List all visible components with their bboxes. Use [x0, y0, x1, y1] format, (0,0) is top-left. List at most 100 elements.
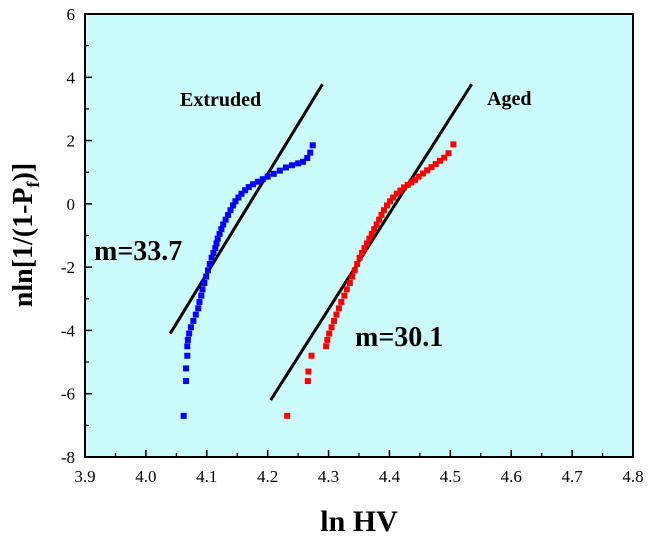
data-point-extruded — [187, 324, 194, 331]
x-tick-label: 4.8 — [622, 467, 643, 486]
data-point-extruded — [259, 176, 266, 183]
data-point-aged — [284, 412, 291, 419]
y-tick-label: -2 — [61, 258, 75, 277]
annotation-m-aged: m=30.1 — [355, 322, 443, 353]
y-tick-label: 4 — [67, 68, 76, 87]
data-point-aged — [368, 230, 375, 237]
data-point-extruded — [184, 343, 191, 350]
x-ticks: 3.9 4.0 4.1 4.2 4.3 4.4 4.5 4.6 4.7 4.8 — [74, 450, 644, 486]
data-point-extruded — [254, 178, 261, 185]
data-point-aged — [356, 254, 363, 261]
data-point-extruded — [309, 142, 316, 149]
data-point-extruded — [201, 279, 208, 286]
data-point-extruded — [203, 273, 210, 280]
x-tick-label: 4.5 — [440, 467, 461, 486]
data-point-aged — [351, 267, 358, 274]
y-tick-label: -8 — [61, 448, 75, 467]
data-point-aged — [335, 305, 342, 312]
data-point-extruded — [238, 190, 245, 197]
data-point-extruded — [180, 412, 187, 419]
x-tick-label: 4.2 — [257, 467, 278, 486]
data-point-aged — [305, 368, 312, 375]
data-point-extruded — [216, 230, 223, 237]
data-point-aged — [424, 167, 431, 174]
data-point-extruded — [299, 158, 306, 165]
annotation-m-extruded: m=33.7 — [94, 236, 182, 267]
data-point-extruded — [232, 198, 239, 205]
data-point-extruded — [218, 226, 225, 233]
x-tick-label: 3.9 — [74, 467, 95, 486]
data-point-aged — [343, 286, 350, 293]
data-point-aged — [401, 184, 408, 191]
data-point-aged — [428, 164, 435, 171]
annotation-aged: Aged — [487, 88, 531, 110]
data-point-aged — [441, 154, 448, 161]
data-point-extruded — [220, 221, 227, 228]
data-point-aged — [387, 198, 394, 205]
x-tick-label: 4.3 — [318, 467, 339, 486]
data-point-extruded — [212, 245, 219, 252]
data-point-extruded — [210, 249, 217, 256]
data-point-extruded — [270, 170, 277, 177]
data-point-extruded — [208, 254, 215, 261]
data-point-extruded — [264, 173, 271, 180]
data-point-aged — [445, 150, 452, 157]
data-point-extruded — [186, 330, 193, 337]
data-point-aged — [354, 260, 361, 267]
data-point-extruded — [192, 311, 199, 318]
data-point-aged — [349, 273, 356, 280]
data-point-extruded — [196, 298, 203, 305]
y-ticks: -8 -6 -4 -2 0 2 4 6 — [61, 5, 92, 467]
data-point-aged — [359, 249, 366, 256]
fit-lines — [168, 83, 473, 401]
data-point-extruded — [195, 305, 202, 312]
data-point-aged — [380, 207, 387, 214]
data-point-extruded — [184, 352, 191, 359]
data-point-aged — [361, 245, 368, 252]
data-point-aged — [419, 170, 426, 177]
y-tick-label: -4 — [61, 321, 76, 340]
data-point-extruded — [227, 207, 234, 214]
data-point-aged — [376, 216, 383, 223]
x-tick-label: 4.4 — [379, 467, 401, 486]
data-point-extruded — [245, 184, 252, 191]
y-tick-label: -6 — [61, 385, 75, 404]
data-points — [180, 141, 457, 419]
x-axis-label: ln HV — [320, 505, 398, 538]
y-tick-label: 0 — [67, 195, 76, 214]
y-tick-label: 2 — [67, 132, 76, 151]
data-point-aged — [415, 173, 422, 180]
data-point-extruded — [190, 317, 197, 324]
data-point-aged — [404, 181, 411, 188]
data-point-extruded — [282, 164, 289, 171]
data-point-aged — [397, 187, 404, 194]
data-point-extruded — [183, 365, 190, 372]
annotation-extruded: Extruded — [180, 89, 261, 111]
data-point-extruded — [225, 211, 232, 218]
x-tick-label: 4.1 — [196, 467, 217, 486]
data-point-aged — [331, 317, 338, 324]
data-point-aged — [378, 211, 385, 218]
data-point-extruded — [184, 336, 191, 343]
data-point-extruded — [295, 160, 302, 167]
data-point-aged — [341, 292, 348, 299]
data-point-aged — [384, 202, 391, 209]
fit-line-extruded — [168, 83, 324, 335]
data-point-aged — [390, 194, 397, 201]
data-point-extruded — [198, 292, 205, 299]
data-point-aged — [324, 336, 331, 343]
data-point-aged — [408, 179, 415, 186]
data-point-aged — [432, 160, 439, 167]
data-point-extruded — [214, 235, 221, 242]
data-point-aged — [412, 176, 419, 183]
data-point-extruded — [242, 187, 249, 194]
data-point-extruded — [307, 149, 314, 156]
data-point-aged — [326, 330, 333, 337]
data-point-aged — [304, 378, 311, 385]
x-tick-label: 4.0 — [135, 467, 156, 486]
data-point-aged — [346, 279, 353, 286]
data-point-extruded — [289, 162, 296, 169]
data-point-aged — [308, 352, 315, 359]
fit-line-aged — [269, 83, 473, 401]
